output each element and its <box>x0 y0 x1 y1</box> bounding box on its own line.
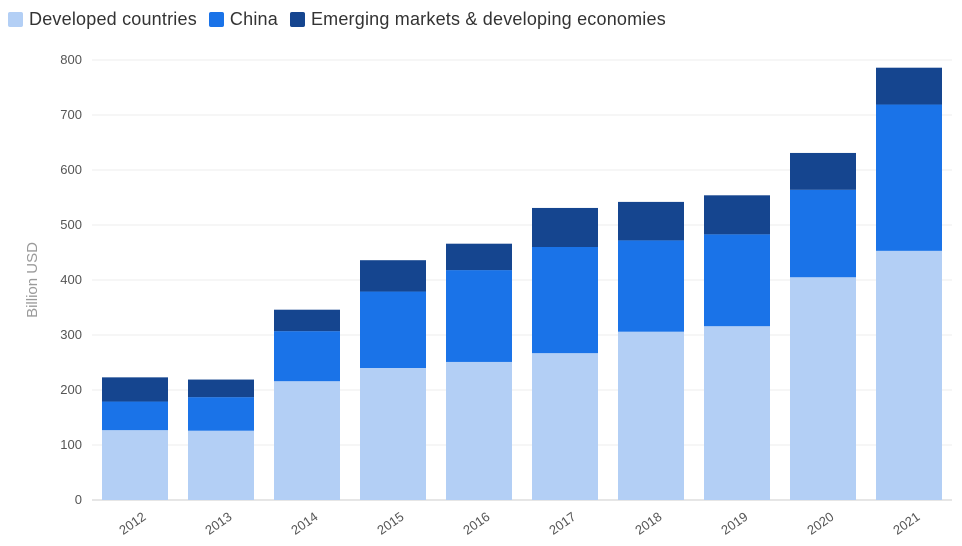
bar-emerging-2020 <box>790 152 856 190</box>
y-tick-label: 400 <box>60 272 82 287</box>
x-tick-label: 2012 <box>116 509 148 538</box>
x-tick-label: 2020 <box>804 509 836 538</box>
bar-china-2016 <box>446 270 512 362</box>
legend-item-developed: Developed countries <box>8 9 197 30</box>
bar-emerging-2014 <box>274 309 340 332</box>
x-tick-label: 2016 <box>460 509 492 538</box>
y-axis-ticks: 0 100 200 300 400 500 600 700 800 <box>60 52 82 507</box>
bar-developed-2014 <box>274 381 340 500</box>
legend-label-emerging: Emerging markets & developing economies <box>310 8 666 29</box>
bar-emerging-2017 <box>532 207 598 247</box>
x-tick-label: 2017 <box>546 509 578 538</box>
y-tick-label: 300 <box>60 327 82 342</box>
y-tick-label: 600 <box>60 162 82 177</box>
bar-developed-2013 <box>188 430 254 500</box>
legend-swatch-china <box>208 11 224 27</box>
legend-item-china: China <box>208 8 278 30</box>
bar-china-2019 <box>704 234 770 327</box>
x-tick-label: 2014 <box>288 509 320 538</box>
bar-china-2012 <box>102 401 168 431</box>
bar-emerging-2021 <box>876 67 942 105</box>
y-tick-label: 0 <box>75 492 82 507</box>
bar-emerging-2015 <box>360 260 426 292</box>
bar-china-2014 <box>274 331 340 382</box>
chart-legend: Developed countries China Emerging marke… <box>8 6 666 32</box>
bar-developed-2017 <box>532 353 598 500</box>
bar-developed-2018 <box>618 331 684 500</box>
bar-developed-2019 <box>704 326 770 500</box>
y-tick-label: 800 <box>60 52 82 67</box>
bars <box>102 67 942 500</box>
legend-swatch-developed <box>8 11 23 27</box>
bar-emerging-2019 <box>704 195 770 235</box>
x-tick-label: 2018 <box>632 509 664 538</box>
legend-swatch-emerging <box>289 11 305 27</box>
legend-label-china: China <box>229 8 278 29</box>
bar-developed-2016 <box>446 361 512 500</box>
bar-china-2021 <box>876 104 942 251</box>
x-tick-label: 2013 <box>202 509 234 538</box>
bar-developed-2012 <box>102 430 168 500</box>
y-tick-label: 700 <box>60 107 82 122</box>
bar-developed-2021 <box>876 250 942 500</box>
bar-china-2018 <box>618 240 684 332</box>
bar-developed-2015 <box>360 368 426 500</box>
x-tick-label: 2021 <box>890 509 922 538</box>
bar-china-2013 <box>188 397 254 431</box>
bar-china-2020 <box>790 189 856 278</box>
legend-item-emerging: Emerging markets & developing economies <box>289 8 666 30</box>
y-tick-label: 100 <box>60 437 82 452</box>
legend-label-developed: Developed countries <box>29 8 197 29</box>
x-axis-ticks: 2012 2013 2014 2015 2016 2017 2018 2019 2020 2021 <box>116 509 922 538</box>
y-axis-title: Billion USD <box>24 242 41 318</box>
bar-emerging-2012 <box>102 377 168 402</box>
bar-china-2017 <box>532 247 598 354</box>
bar-china-2015 <box>360 291 426 368</box>
bar-emerging-2018 <box>618 201 684 241</box>
y-tick-label: 200 <box>60 382 82 397</box>
x-tick-label: 2015 <box>374 509 406 538</box>
bar-emerging-2016 <box>446 243 512 271</box>
bar-emerging-2013 <box>188 379 254 398</box>
bar-developed-2020 <box>790 277 856 500</box>
y-tick-label: 500 <box>60 217 82 232</box>
x-tick-label: 2019 <box>718 509 750 538</box>
